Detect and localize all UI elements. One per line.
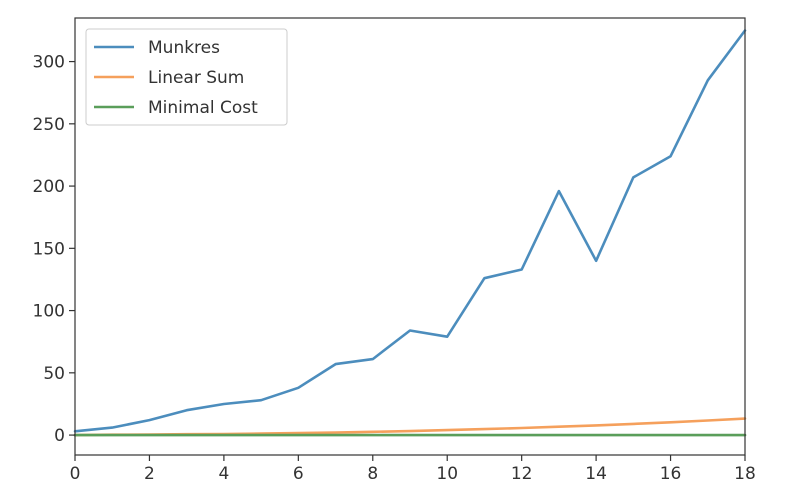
series-line-1: [73, 417, 747, 437]
y-tick-label: 250: [33, 115, 65, 135]
y-axis: 0 50 100 150 200 250 300: [33, 53, 75, 446]
y-tick-label: 100: [33, 302, 65, 322]
y-tick-label: 0: [54, 426, 65, 446]
legend-label-0: Munkres: [148, 38, 220, 58]
x-tick-label: 0: [70, 464, 81, 484]
legend: Munkres Linear Sum Minimal Cost: [85, 28, 288, 126]
x-tick-label: 4: [218, 464, 229, 484]
x-tick-label: 16: [660, 464, 682, 484]
x-tick-label: 2: [144, 464, 155, 484]
x-tick-label: 6: [293, 464, 304, 484]
x-tick-label: 18: [734, 464, 756, 484]
y-tick-label: 200: [33, 177, 65, 197]
legend-label-2: Minimal Cost: [148, 98, 258, 118]
legend-box: [85, 28, 288, 126]
series-group: [73, 29, 747, 437]
series-line-0: [73, 29, 747, 433]
y-tick-label: 300: [33, 53, 65, 73]
x-tick-label: 14: [585, 464, 607, 484]
y-tick-label: 150: [33, 239, 65, 259]
x-tick-label: 8: [367, 464, 378, 484]
legend-label-1: Linear Sum: [148, 68, 244, 88]
x-tick-label: 12: [511, 464, 533, 484]
plot-frame: [74, 17, 746, 456]
x-axis: 0 2 4 6 8 10 12 14 16 18: [70, 455, 756, 484]
x-tick-label: 10: [436, 464, 458, 484]
y-tick-label: 50: [43, 364, 65, 384]
